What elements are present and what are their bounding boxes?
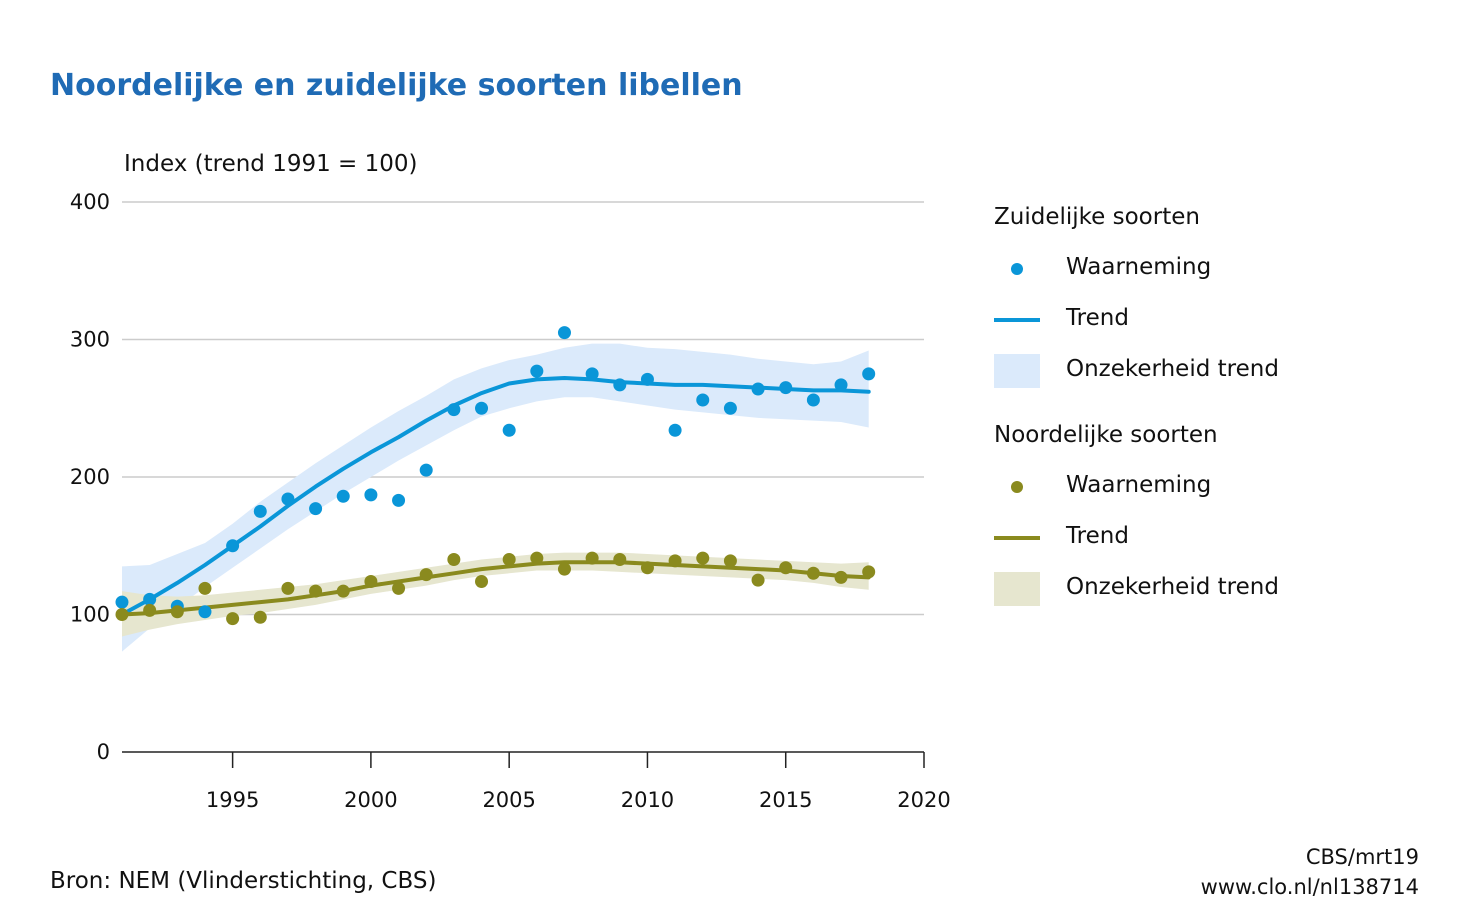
observation-point-north [806, 566, 820, 580]
observation-point-south [419, 463, 433, 477]
chart-plot: 0 100 200 300 400 1995 2000 2005 2010 2015 2020 [70, 190, 951, 812]
y-tick-label: 0 [97, 740, 110, 764]
legend-item-south-observation: Waarneming [994, 252, 1414, 286]
observation-point-south [226, 539, 240, 553]
observation-point-south [779, 381, 793, 395]
observation-point-south [336, 489, 350, 503]
observation-point-north [557, 562, 571, 576]
x-tick-label: 2015 [759, 788, 812, 812]
observation-point-north [253, 610, 267, 624]
observation-point-north [613, 553, 627, 566]
legend-dot-south [1011, 263, 1023, 275]
x-tick-label: 2005 [482, 788, 535, 812]
observation-point-south [115, 595, 129, 609]
observation-point-north [309, 584, 323, 598]
observation-point-north [834, 570, 848, 584]
observation-point-north [226, 612, 240, 626]
observation-point-south [253, 504, 267, 518]
uncertainty-band-north [122, 552, 869, 637]
observation-point-north [668, 554, 682, 568]
observation-point-south [557, 326, 571, 340]
legend-label: Onzekerheid trend [1066, 356, 1279, 382]
y-tick-label: 300 [70, 328, 110, 352]
observation-point-north [640, 561, 654, 575]
x-tick-label: 2000 [344, 788, 397, 812]
observation-point-north [115, 608, 129, 621]
credit-line: CBS/mrt19 [1305, 845, 1419, 869]
observation-point-north [143, 603, 157, 617]
observation-point-south [668, 423, 682, 437]
legend-band-north [994, 572, 1040, 606]
x-tick-label: 1995 [206, 788, 259, 812]
observation-point-south [475, 401, 489, 415]
legend-heading-south: Zuidelijke soorten [994, 204, 1200, 230]
legend-label: Onzekerheid trend [1066, 574, 1279, 600]
observation-point-north [364, 575, 378, 588]
y-axis-label: Index (trend 1991 = 100) [124, 151, 418, 177]
observation-point-south [143, 592, 157, 606]
observation-point-north [751, 573, 765, 587]
uncertainty-band-south [122, 343, 869, 652]
legend-label: Waarneming [1066, 472, 1212, 498]
observation-point-south [723, 401, 737, 415]
observation-point-south [806, 393, 820, 407]
observation-point-north [779, 561, 793, 575]
legend-heading-north: Noordelijke soorten [994, 422, 1218, 448]
credit-url: www.clo.nl/nl138714 [1200, 875, 1419, 899]
observation-point-north [530, 551, 544, 565]
trend-line-north [120, 560, 871, 617]
y-tick-label: 200 [70, 465, 110, 489]
legend-line-south [994, 318, 1040, 322]
observation-point-south [751, 382, 765, 396]
observation-point-south [862, 367, 876, 381]
observation-point-north [198, 581, 212, 595]
legend-label: Trend [1066, 523, 1129, 549]
credit: CBS/mrt19 www.clo.nl/nl138714 [1201, 842, 1419, 902]
observation-point-south [613, 378, 627, 392]
legend-item-south-trend: Trend [994, 303, 1414, 337]
trend-line-south [120, 376, 871, 617]
observation-point-south [530, 364, 544, 378]
observation-point-north [585, 551, 599, 565]
observation-point-north [723, 554, 737, 568]
observation-point-north [862, 565, 876, 579]
legend-item-north-observation: Waarneming [994, 470, 1414, 504]
legend: Zuidelijke soorten Waarneming Trend Onze… [994, 0, 1434, 640]
legend-band-south [994, 354, 1040, 388]
observation-point-south [309, 502, 323, 516]
observation-point-north [281, 581, 295, 595]
observation-point-south [640, 372, 654, 386]
observation-point-south [502, 423, 516, 437]
observation-point-north [170, 605, 184, 619]
source-note: Bron: NEM (Vlinderstichting, CBS) [50, 868, 437, 894]
observation-point-north [502, 553, 516, 566]
legend-item-north-uncertainty: Onzekerheid trend [994, 572, 1414, 606]
legend-dot-north [1011, 481, 1023, 493]
observation-point-north [419, 568, 433, 582]
legend-item-north-trend: Trend [994, 521, 1414, 555]
x-tick-label: 2020 [897, 788, 950, 812]
observation-point-north [696, 551, 710, 565]
y-tick-label: 100 [70, 603, 110, 627]
observation-point-north [392, 581, 406, 595]
legend-item-south-uncertainty: Onzekerheid trend [994, 354, 1414, 388]
observation-point-south [447, 403, 461, 417]
observation-point-south [364, 488, 378, 502]
observation-point-south [696, 393, 710, 407]
observation-point-south [198, 605, 212, 619]
legend-label: Waarneming [1066, 254, 1212, 280]
observation-point-south [585, 367, 599, 381]
observation-point-south [281, 492, 295, 506]
observation-point-north [447, 553, 461, 566]
legend-line-north [994, 536, 1040, 540]
observation-point-north [475, 575, 489, 588]
observation-point-south [392, 493, 406, 507]
y-tick-label: 400 [70, 190, 110, 214]
chart-title: Noordelijke en zuidelijke soorten libell… [50, 68, 743, 103]
observation-point-south [834, 378, 848, 392]
observation-point-north [336, 584, 350, 598]
legend-label: Trend [1066, 305, 1129, 331]
x-tick-label: 2010 [621, 788, 674, 812]
